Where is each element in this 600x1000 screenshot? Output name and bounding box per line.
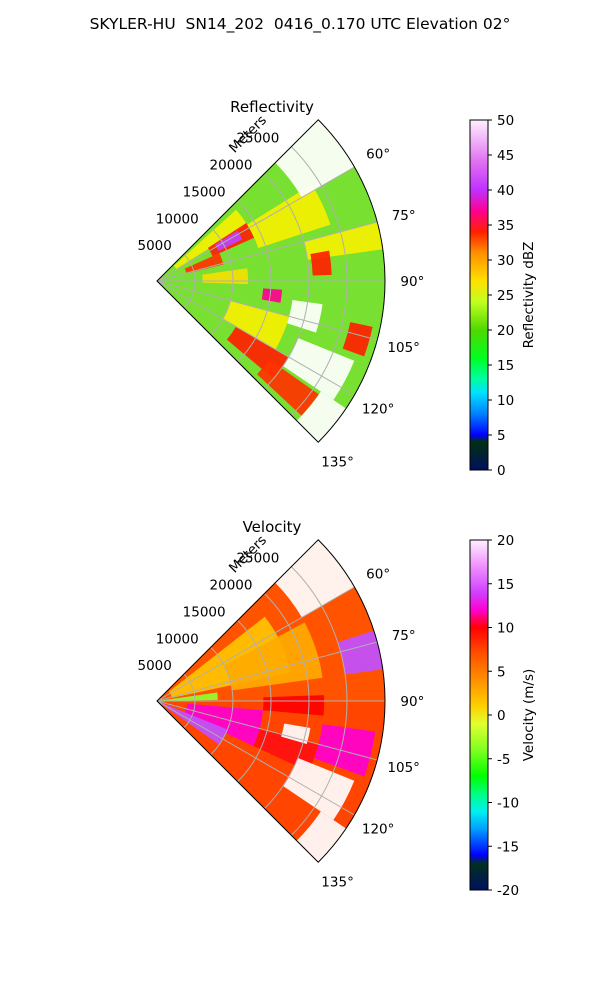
azimuth-tick-label: 135° [321, 875, 354, 891]
azimuth-tick-label: 90° [400, 694, 424, 710]
range-tick-label: 10000 [156, 211, 199, 227]
range-tick-label: 25000 [236, 131, 279, 147]
colorbar-tick-label: 50 [497, 113, 514, 129]
field-patch [303, 221, 383, 260]
field-patch [310, 250, 332, 276]
range-tick-label: 5000 [138, 658, 172, 674]
azimuth-spoke [156, 700, 378, 761]
colorbar-tick-label: -10 [497, 796, 519, 812]
colorbar-tick-label: 20 [497, 533, 514, 549]
field-patch [247, 184, 331, 249]
field-patch [296, 391, 347, 443]
colorbar-tick-label: 5 [497, 428, 506, 444]
azimuth-tick-label: 105° [387, 760, 420, 776]
field-patch [184, 703, 263, 746]
field-patch [184, 253, 224, 274]
colorbar [469, 119, 489, 471]
reflectivity-panel: Reflectivity60°75°90°105°120°135°5000100… [138, 98, 537, 479]
colorbar-tick-label: 5 [497, 664, 506, 680]
colorbar-label: Velocity (m/s) [521, 669, 537, 762]
colorbar-tick-label: 45 [497, 148, 514, 164]
field-patch [296, 811, 347, 863]
azimuth-spoke [156, 641, 378, 702]
azimuth-spoke [156, 221, 378, 282]
azimuth-tick-label: 60° [366, 566, 390, 582]
azimuth-tick-label: 120° [362, 822, 395, 838]
azimuth-spoke [156, 700, 355, 816]
field-patch [202, 268, 249, 285]
colorbar-label: Reflectivity dBZ [521, 242, 537, 349]
azimuth-tick-label: 120° [362, 402, 395, 418]
azimuth-tick-label: 60° [366, 146, 390, 162]
field-patch [314, 724, 376, 777]
azimuth-spoke [156, 280, 378, 341]
azimuth-tick-label: 75° [392, 208, 416, 224]
panel-title: Reflectivity [230, 98, 314, 116]
colorbar-tick-label: 0 [497, 463, 506, 479]
azimuth-tick-label: 75° [392, 628, 416, 644]
range-tick-label: 20000 [210, 158, 253, 174]
sector-frame [156, 539, 386, 863]
azimuth-tick-label: 135° [321, 455, 354, 471]
colorbar-tick-label: -15 [497, 839, 519, 855]
range-tick-label: 10000 [156, 631, 199, 647]
field-patch [342, 322, 373, 357]
colorbar-tick-label: 25 [497, 288, 514, 304]
colorbar-tick-label: 10 [497, 621, 514, 637]
range-tick-label: 20000 [210, 578, 253, 594]
range-tick-label: 15000 [183, 604, 226, 620]
colorbar-tick-label: 0 [497, 708, 506, 724]
colorbar-tick-label: 15 [497, 577, 514, 593]
colorbar-tick-label: 40 [497, 183, 514, 199]
colorbar-tick-label: -20 [497, 883, 519, 899]
azimuth-spoke [156, 166, 355, 282]
field-patch [261, 288, 283, 303]
range-tick-label: 5000 [138, 238, 172, 254]
colorbar [469, 539, 489, 891]
colorbar-tick-label: 15 [497, 358, 514, 374]
azimuth-tick-label: 105° [387, 340, 420, 356]
colorbar-tick-label: 10 [497, 393, 514, 409]
velocity-panel: Velocity 60° 75° 90° 105° 120° 135° 5000 10000 15… [138, 518, 537, 899]
azimuth-spoke [156, 586, 355, 702]
azimuth-spoke [156, 280, 355, 396]
figure-title: SKYLER-HU SN14_202 0416_0.170 UTC Elevat… [89, 15, 511, 33]
range-tick-label: 15000 [183, 184, 226, 200]
colorbar-tick-label: -5 [497, 752, 510, 768]
panel-title: Velocity [243, 518, 302, 536]
sector-frame [156, 119, 386, 443]
azimuth-tick-label: 90° [400, 274, 424, 290]
field-patch [222, 300, 290, 350]
range-tick-label: 25000 [236, 551, 279, 567]
field-patch [224, 622, 323, 691]
colorbar-tick-label: 35 [497, 218, 514, 234]
colorbar-tick-label: 20 [497, 323, 514, 339]
field-patch [337, 630, 383, 675]
field-patch [157, 692, 218, 701]
field-patch [281, 723, 311, 744]
field-patch [173, 209, 248, 269]
colorbar-tick-label: 30 [497, 253, 514, 269]
